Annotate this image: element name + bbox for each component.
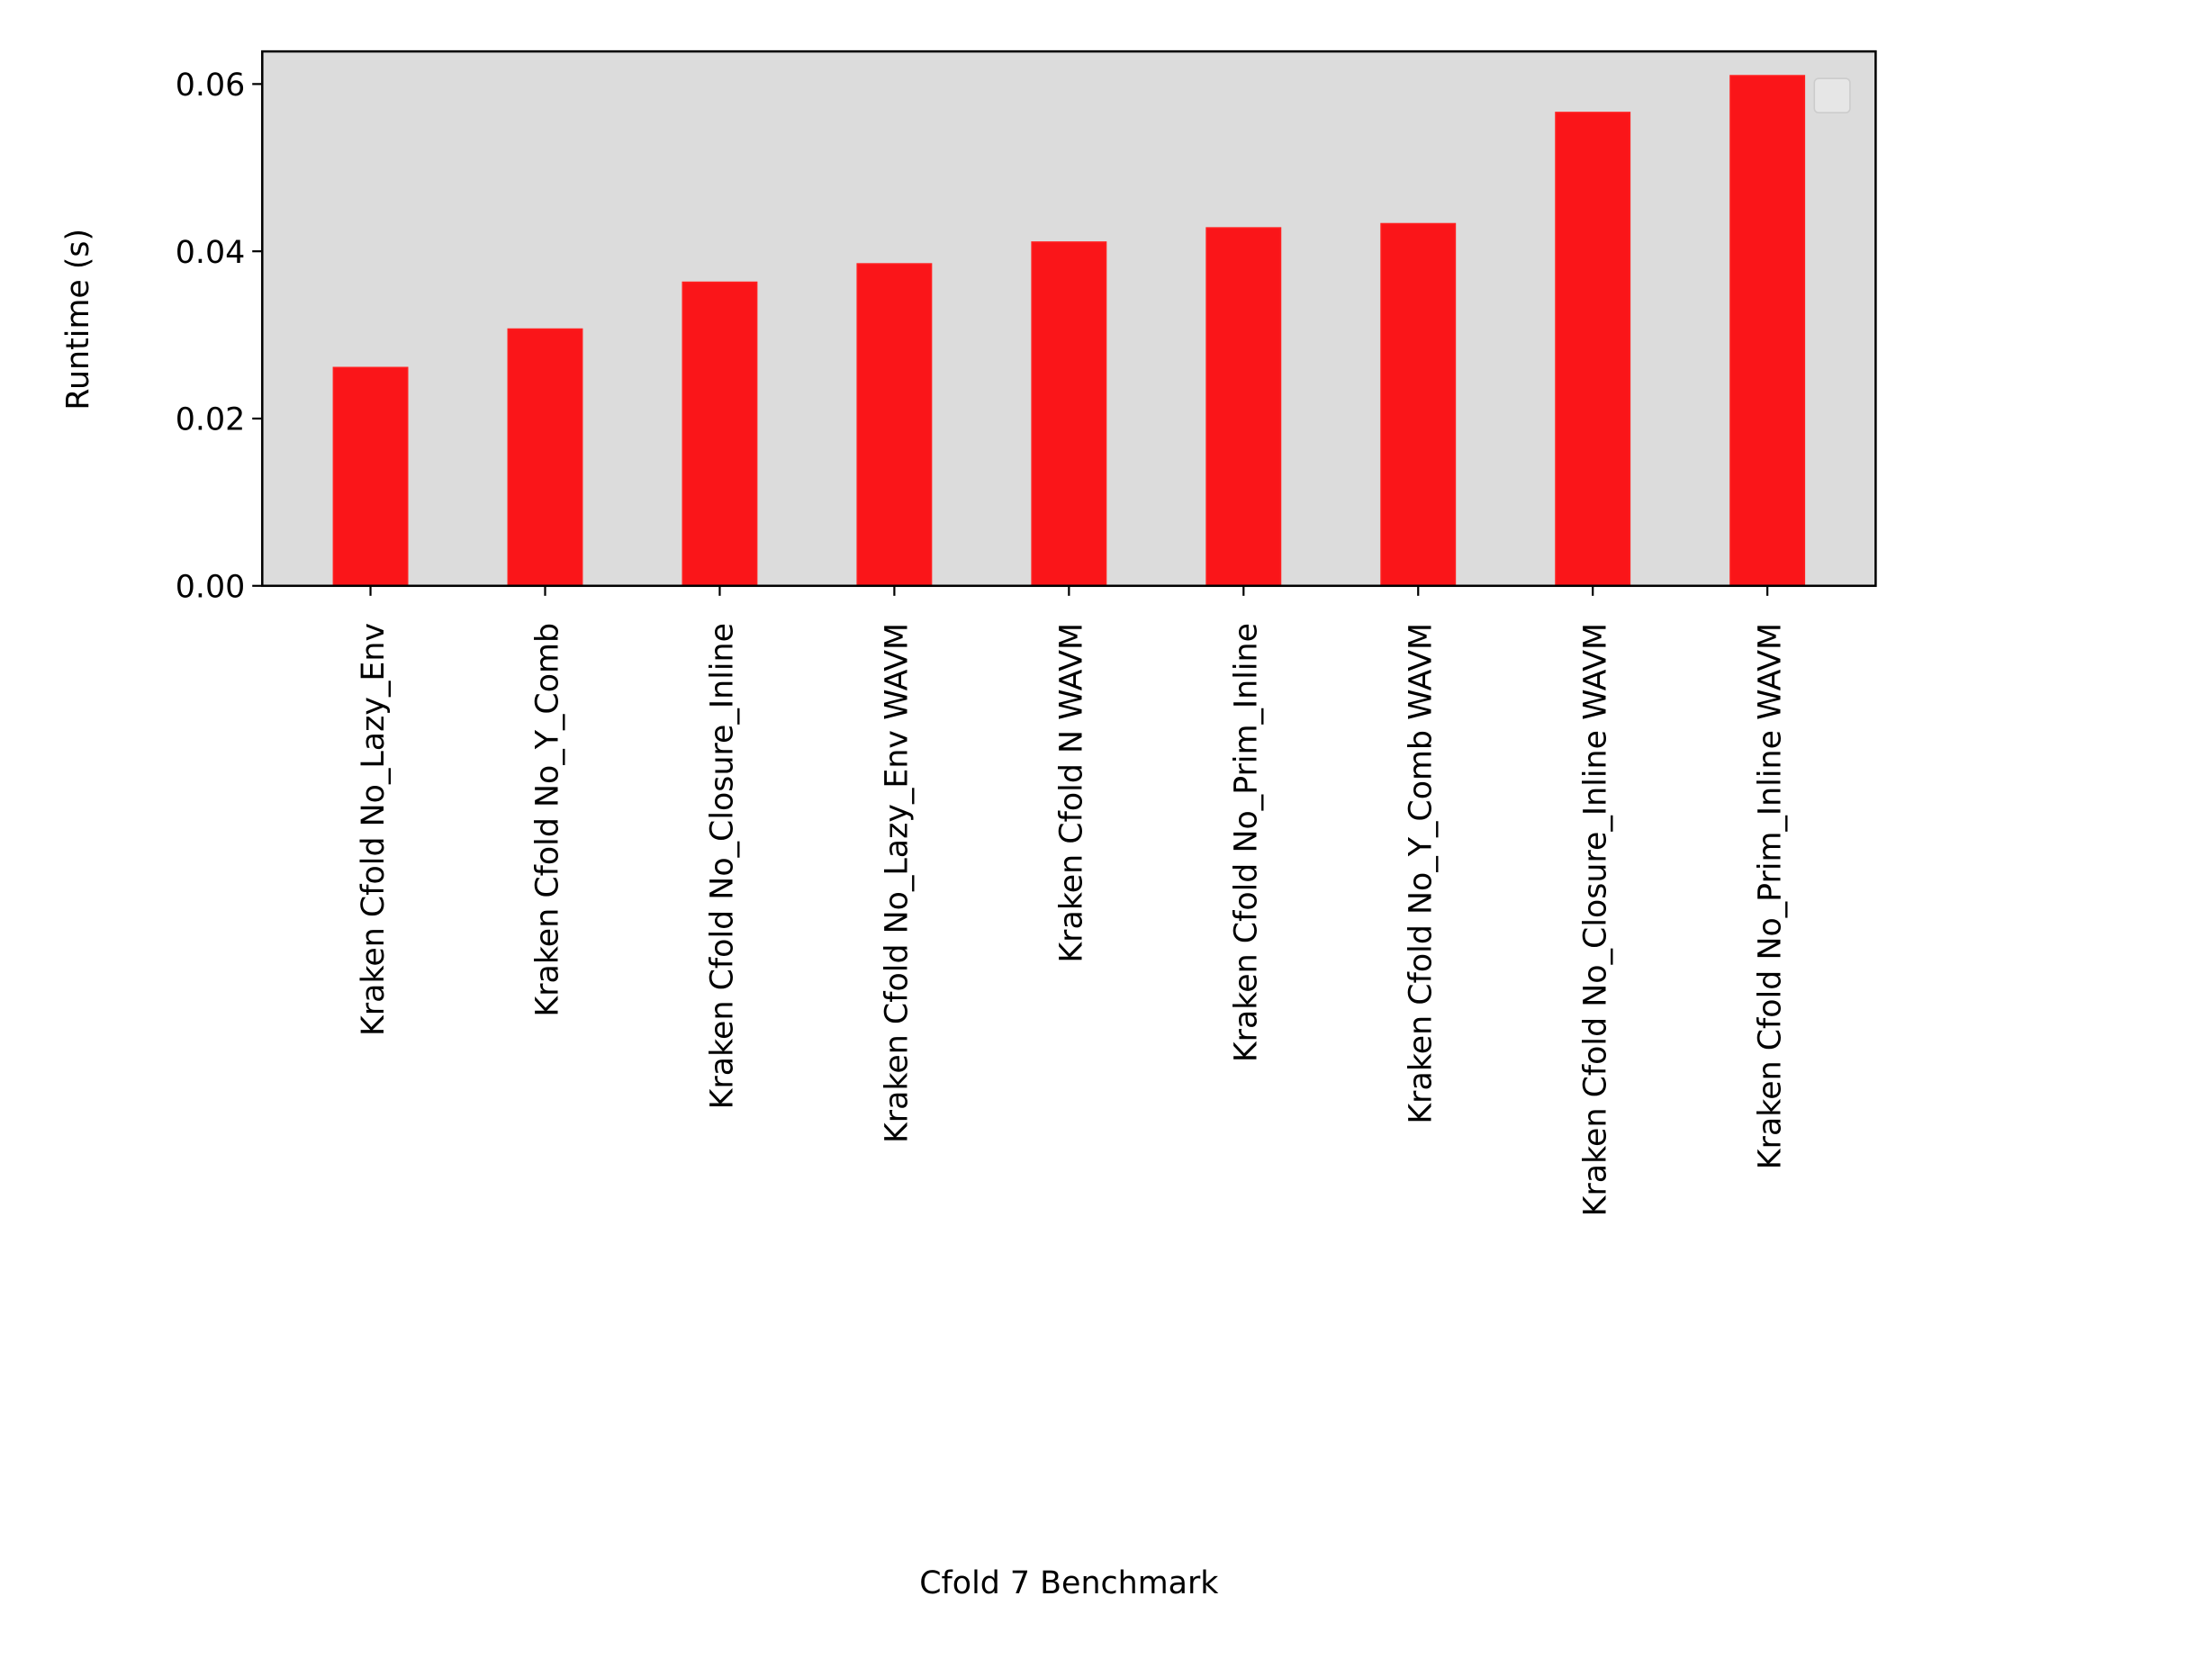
x-tick-label: Kraken Cfold No_Lazy_Env WAVM [880,623,916,1143]
y-axis-label: Runtime (s) [60,229,96,410]
legend-box [1813,77,1851,113]
y-tick-label: 0.06 [176,68,246,104]
x-tick-label: Kraken Cfold No_Prim_Inline [1229,623,1265,1062]
bar [1031,241,1107,587]
x-tick-label: Kraken Cfold No_Lazy_Env [356,623,392,1036]
y-tick-label: 0.02 [176,402,246,438]
x-tick-label: Kraken Cfold No_Closure_Inline [705,623,741,1109]
x-axis-label: Cfold 7 Benchmark [919,1565,1219,1601]
x-tick-label: Kraken Cfold No_Prim_Inline WAVM [1752,623,1788,1169]
x-tick-label: Kraken Cfold No_Y_Comb WAVM [1403,623,1439,1124]
x-tick-label: Kraken Cfold N WAVM [1054,623,1090,963]
bar [682,281,758,587]
x-tick-label: Kraken Cfold No_Closure_Inline WAVM [1577,623,1613,1216]
bar [1729,75,1806,587]
bar [1205,227,1282,587]
bar [856,263,933,587]
y-tick-label: 0.00 [176,569,246,605]
plot-frame [261,50,1877,588]
bar [507,328,583,587]
bar [1555,112,1631,587]
x-tick-label: Kraken Cfold No_Y_Comb [530,623,566,1017]
bar [332,366,409,587]
y-tick-label: 0.04 [176,235,246,271]
bar [1380,222,1457,587]
